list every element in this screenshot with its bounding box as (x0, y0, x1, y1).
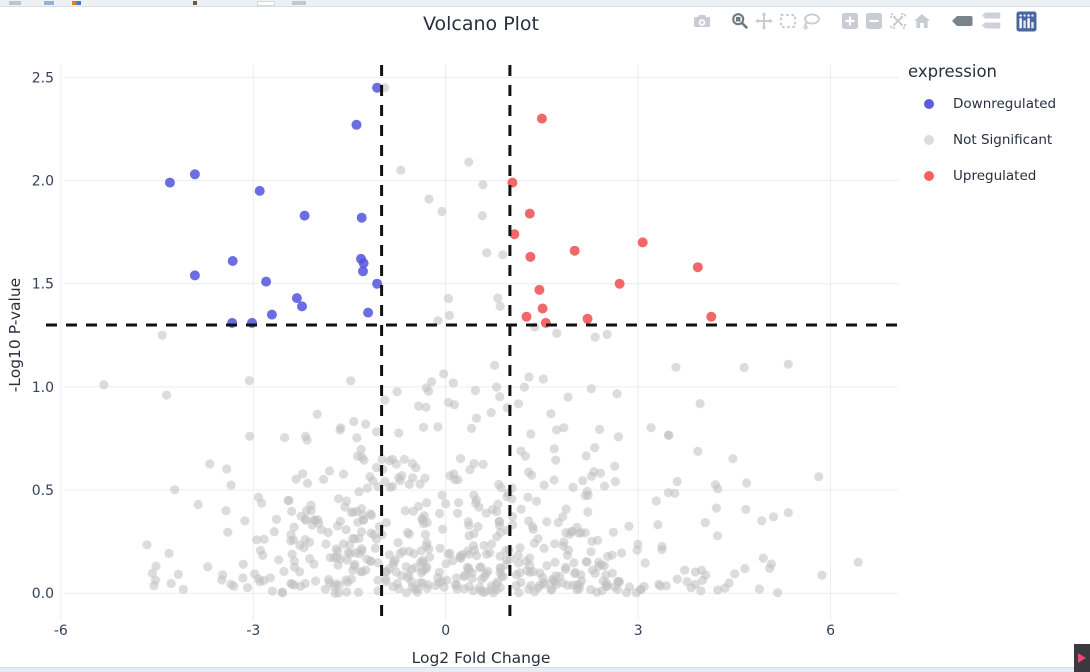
series-downregulated (164, 82, 383, 328)
lasso-icon[interactable] (800, 9, 824, 33)
home-icon[interactable] (910, 9, 934, 33)
series-upregulated (507, 113, 717, 328)
upregulated-dot-icon (924, 171, 934, 181)
legend-title: expression (908, 62, 998, 81)
x-tick-label: 6 (826, 623, 835, 639)
zoom-icon[interactable] (728, 9, 752, 33)
autoscale-icon[interactable] (886, 9, 910, 33)
y-tick-label: 1.5 (32, 277, 54, 293)
series-not-significant (99, 83, 863, 598)
axis-tick-labels: -6 -3 0 3 6 0.0 0.5 1.0 1.5 2.0 2.5 (32, 70, 835, 639)
toggle-hover-closest-icon[interactable] (948, 9, 976, 33)
toolbar-icon-remnant (44, 1, 54, 5)
legend-item-label: Not Significant (953, 132, 1053, 148)
plotly-logo-icon[interactable] (1014, 9, 1038, 33)
address-field-remnant (257, 1, 275, 6)
pan-icon[interactable] (752, 9, 776, 33)
y-tick-label: 1.0 (32, 380, 54, 396)
legend-item-label: Downregulated (953, 96, 1057, 112)
y-tick-label: 2.5 (32, 70, 54, 86)
x-tick-label: -3 (246, 623, 260, 639)
y-axis-title: -Log10 P-value (6, 277, 24, 393)
favicon-remnant (72, 1, 81, 5)
browser-statusbar-remnant (0, 667, 1090, 672)
chart-title: Volcano Plot (422, 13, 540, 35)
not-significant-dot-icon (924, 135, 934, 145)
y-tick-label: 0.5 (32, 483, 54, 499)
legend-item-not-significant[interactable]: Not Significant (908, 122, 1088, 158)
browser-toolbar-remnant (0, 0, 1090, 7)
plotly-modebar (690, 9, 1038, 33)
box-select-icon[interactable] (776, 9, 800, 33)
screen-recorder-badge[interactable] (1074, 644, 1090, 672)
zoom-out-icon[interactable] (862, 9, 886, 33)
y-tick-label: 0.0 (32, 586, 54, 602)
legend-item-label: Upregulated (953, 168, 1037, 184)
downregulated-dot-icon (924, 99, 934, 109)
legend-item-downregulated[interactable]: Downregulated (908, 86, 1088, 122)
plot-area[interactable] (64, 65, 898, 620)
x-tick-label: 0 (441, 623, 450, 639)
zoom-in-icon[interactable] (838, 9, 862, 33)
toolbar-icon-remnant (292, 1, 306, 5)
toolbar-icon-remnant (193, 1, 197, 5)
camera-icon[interactable] (690, 9, 714, 33)
legend: expression Downregulated Not Significant… (908, 62, 1088, 194)
x-axis-title: Log2 Fold Change (411, 649, 551, 667)
x-tick-label: 3 (634, 623, 643, 639)
x-tick-label: -6 (54, 623, 68, 639)
toolbar-icon-remnant (9, 1, 21, 5)
play-icon (1078, 653, 1086, 663)
toggle-hover-compare-icon[interactable] (976, 9, 1004, 33)
y-tick-label: 2.0 (32, 174, 54, 190)
threshold-lines (46, 65, 898, 620)
legend-item-upregulated[interactable]: Upregulated (908, 158, 1088, 194)
